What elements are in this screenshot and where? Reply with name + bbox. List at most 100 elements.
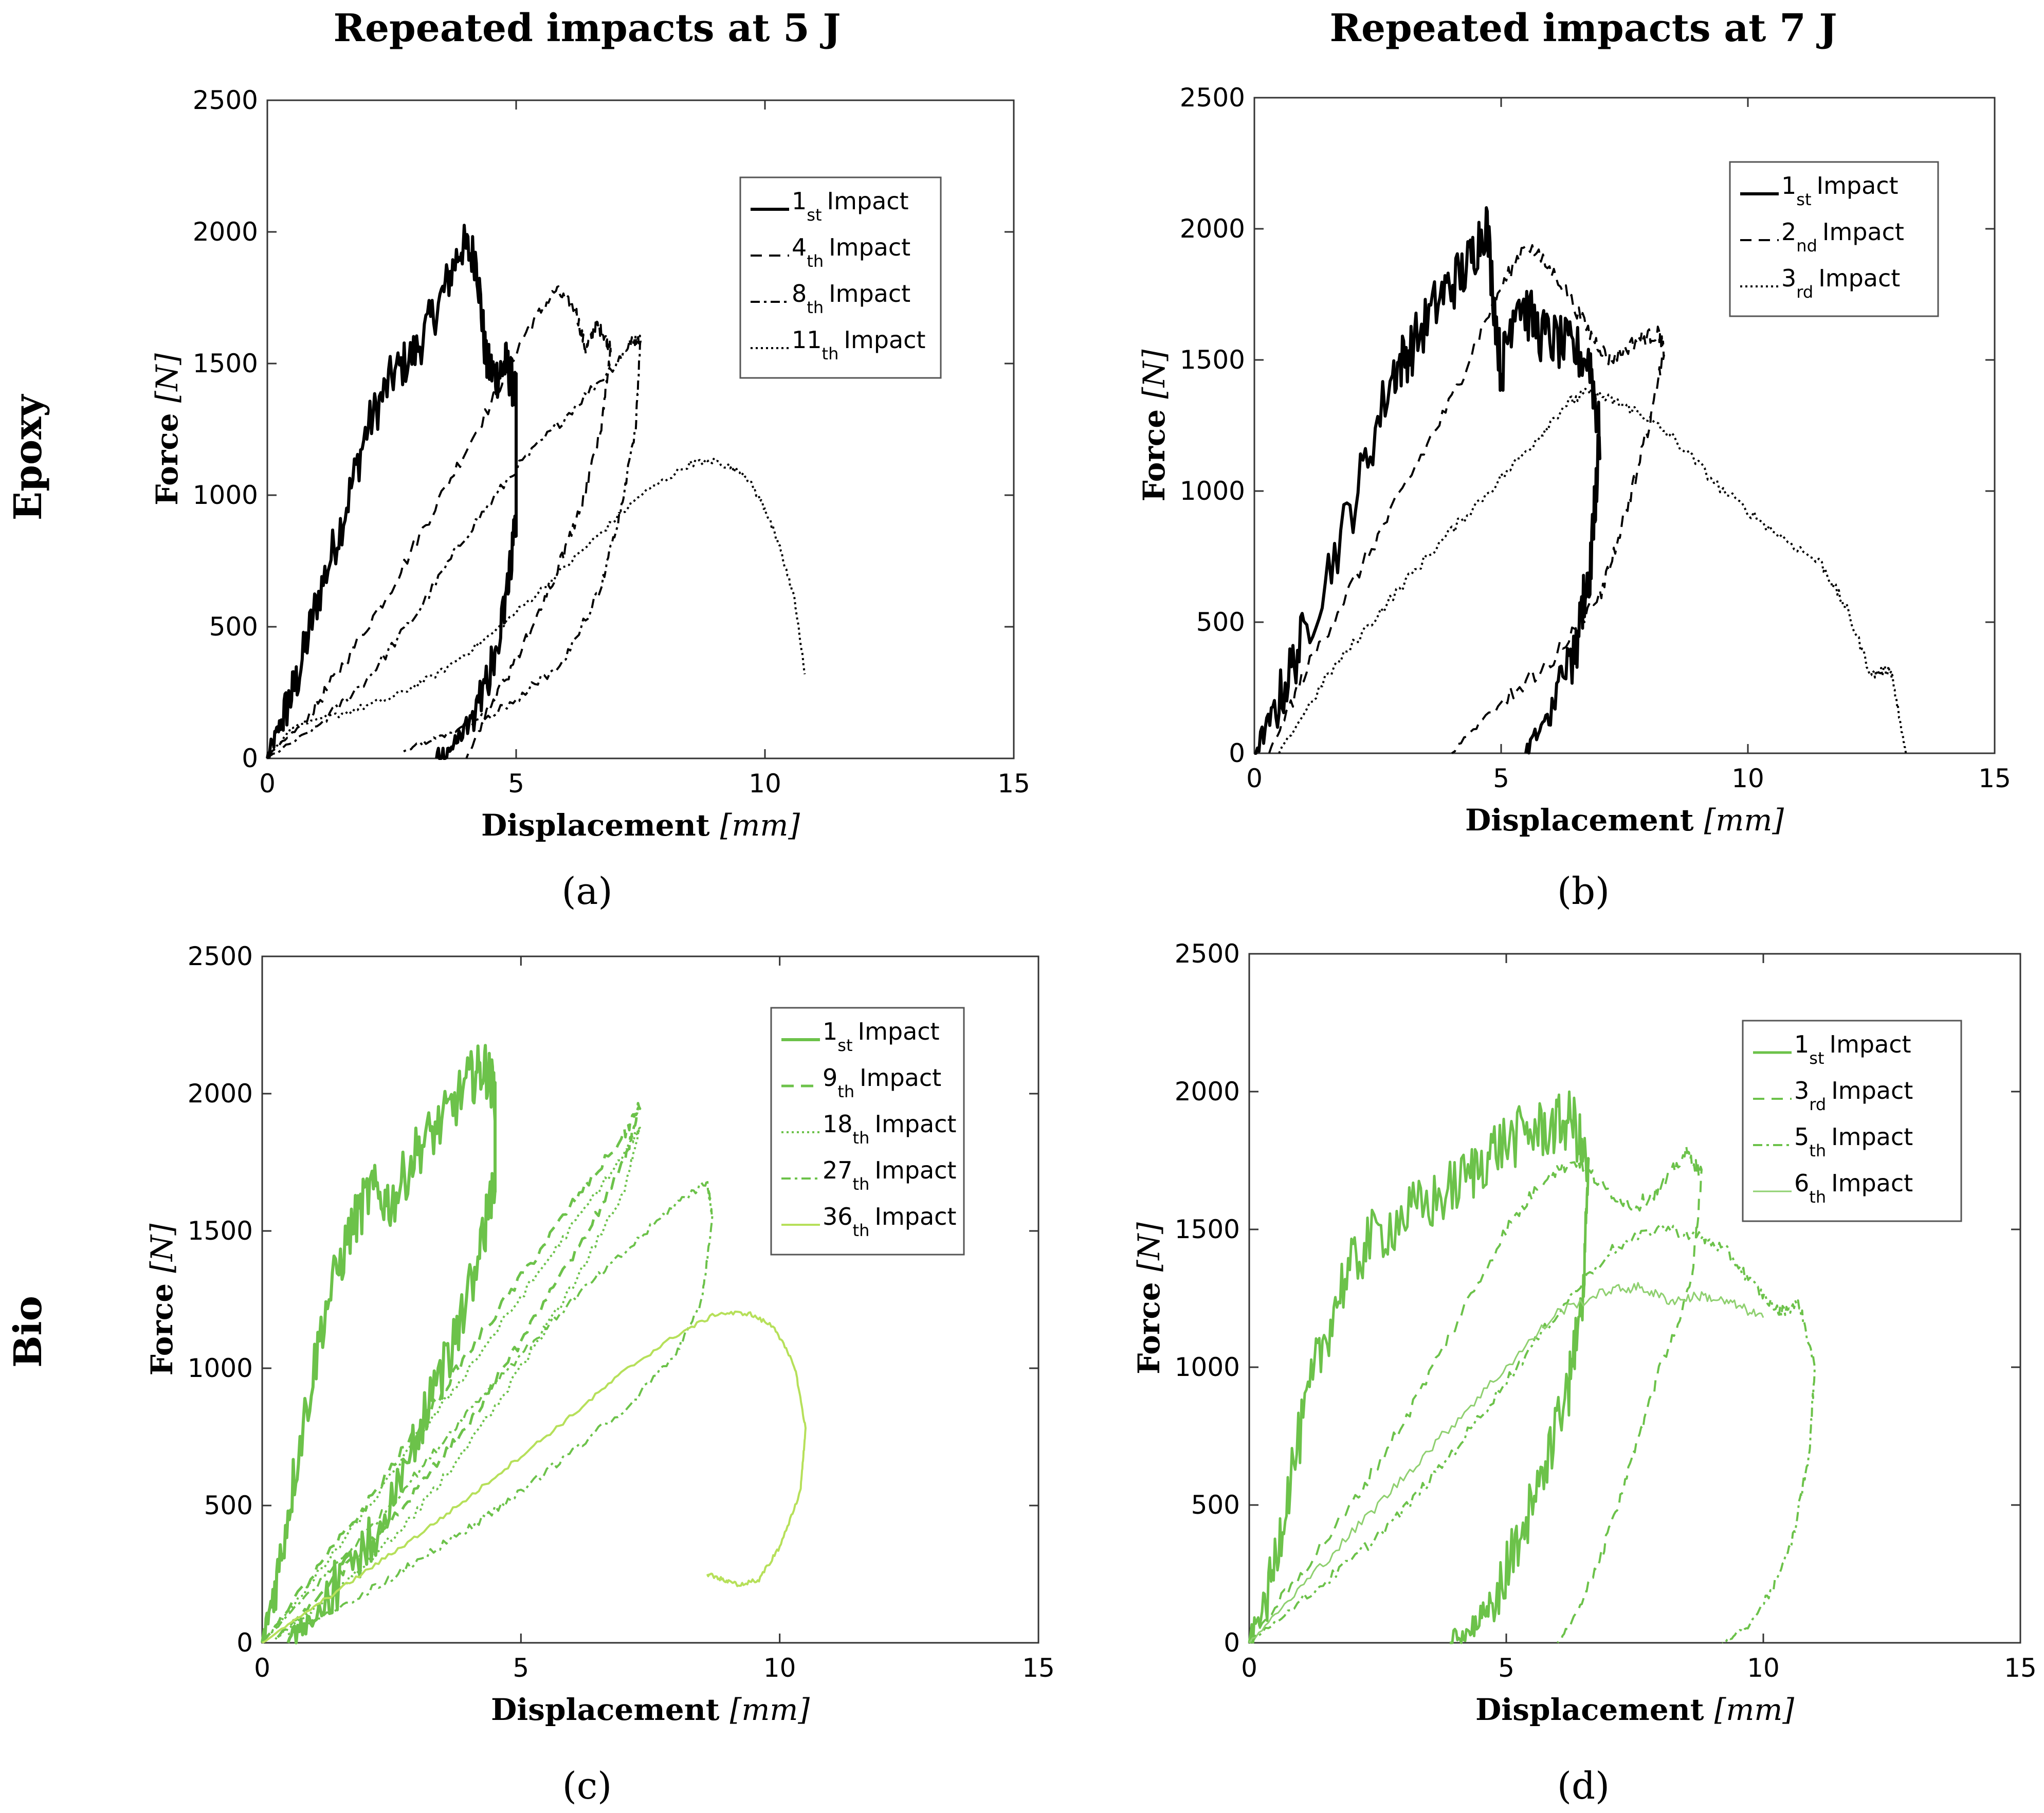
legend-number: 5 [1794,1123,1809,1151]
y-axis-label-name: Force [150,403,185,505]
legend-suffix: nd [1796,236,1817,256]
column-title-5j: Repeated impacts at 5 J [333,6,841,50]
y-tick-label: 0 [1229,738,1245,768]
y-axis-label-unit: [N] [1132,1222,1166,1272]
legend-entry: 1st Impact [792,187,909,225]
y-tick-label: 2000 [1180,214,1245,244]
y-tick-label: 1000 [1175,1352,1240,1382]
legend-text: Impact [1830,1030,1911,1058]
y-tick-label: 0 [236,1628,253,1658]
x-tick-label: 0 [259,769,276,799]
y-tick-label: 1500 [1180,345,1245,375]
x-tick-label: 5 [1493,764,1509,793]
series-line [261,1102,642,1644]
plot-area [1248,953,2021,1644]
y-tick-label: 1000 [193,480,258,510]
x-tick-label: 5 [508,769,524,799]
legend-suffix: th [853,1221,870,1240]
y-axis-label: Force [N] [1137,349,1172,501]
legend-suffix: th [1809,1141,1826,1161]
legend-entry: 1st Impact [823,1018,940,1055]
legend-number: 3 [1781,264,1796,292]
x-tick-label: 15 [2004,1653,2037,1683]
series-line [1248,1282,1764,1643]
legend-entry: 1st Impact [1794,1030,1911,1068]
legend-entry: 18th Impact [823,1110,956,1148]
legend-number: 9 [823,1064,837,1092]
y-tick-label: 500 [209,612,258,642]
series-line [1268,244,1665,754]
x-tick-label: 10 [763,1653,796,1683]
x-axis-label-unit: [mm] [1714,1692,1795,1727]
legend-text: Impact [1831,1123,1913,1151]
x-axis-label: Displacement [mm] [1465,803,1784,838]
legend-suffix: th [807,251,824,271]
x-axis-label-name: Displacement [1475,1692,1714,1727]
x-axis-label-name: Displacement [1465,803,1704,838]
chart-panel-a: 0 5 10 15 0 500 1000 1500 2000 2500 Displacement [… [150,85,1030,843]
series-line [1248,1144,1703,1643]
series-line [1254,206,1601,755]
legend-entry: 11th Impact [792,326,925,364]
y-tick-label: 2500 [1180,83,1245,113]
legend-suffix: th [1809,1187,1826,1207]
x-axis-label-name: Displacement [481,808,720,843]
y-tick-label: 2500 [1175,939,1240,969]
legend-text: Impact [1818,264,1900,292]
legend-suffix: th [837,1082,854,1101]
y-tick-label: 2500 [193,85,258,115]
panel-label-a: (a) [561,869,612,913]
legend-entry: 36th Impact [823,1203,956,1240]
legend-text: Impact [874,1156,956,1184]
legend-text: Impact [829,233,910,261]
y-tick-label: 2500 [188,941,253,971]
legend-number: 8 [792,280,807,307]
row-label-epoxy: Epoxy [6,394,50,521]
legend-text: Impact [1831,1169,1913,1197]
legend-suffix: th [822,344,839,364]
row-label-bio: Bio [6,1296,50,1368]
legend-text: Impact [860,1064,941,1092]
series-line [1248,1090,1590,1644]
x-tick-label: 0 [1241,1653,1257,1683]
x-tick-label: 10 [1747,1653,1780,1683]
y-axis-label-name: Force [1137,399,1172,502]
legend-number: 36 [823,1203,853,1230]
series-line [1278,386,1907,754]
y-tick-label: 1000 [188,1353,253,1383]
y-tick-label: 1000 [1180,476,1245,506]
y-tick-label: 1500 [188,1216,253,1246]
legend-suffix: th [807,298,824,317]
legend-suffix: st [807,205,822,225]
y-tick-label: 1500 [193,349,258,378]
legend-text: Impact [1817,172,1899,200]
x-tick-label: 0 [1246,764,1263,793]
y-tick-label: 2000 [1175,1077,1240,1107]
y-axis-label-unit: [N] [150,353,185,403]
legend-suffix: rd [1809,1095,1826,1114]
y-axis-label-name: Force [1132,1272,1166,1374]
legend-entry: 2nd Impact [1781,218,1904,256]
x-axis-label-name: Displacement [491,1692,730,1727]
x-tick-label: 5 [513,1653,529,1683]
x-tick-label: 15 [997,769,1030,799]
x-axis-label-unit: [mm] [1704,803,1784,838]
x-tick-label: 15 [1978,764,2011,793]
y-tick-label: 0 [1224,1628,1240,1658]
y-axis-label: Force [N] [144,1223,179,1375]
legend-entry: 5th Impact [1794,1123,1913,1161]
column-title-7j: Repeated impacts at 7 J [1329,6,1837,50]
legend-number: 27 [823,1156,853,1184]
chart-panel-c: 0 5 10 15 0 500 1000 1500 2000 2500 Displacement [… [144,941,1055,1727]
y-tick-label: 2000 [188,1079,253,1109]
legend-number: 3 [1794,1077,1809,1104]
x-tick-label: 15 [1022,1653,1055,1683]
legend-suffix: th [853,1174,870,1194]
legend-suffix: st [1809,1048,1824,1068]
legend-number: 1 [1781,172,1796,200]
panel-label-c: (c) [562,1764,612,1807]
legend-number: 6 [1794,1169,1809,1197]
y-tick-label: 500 [204,1491,253,1520]
